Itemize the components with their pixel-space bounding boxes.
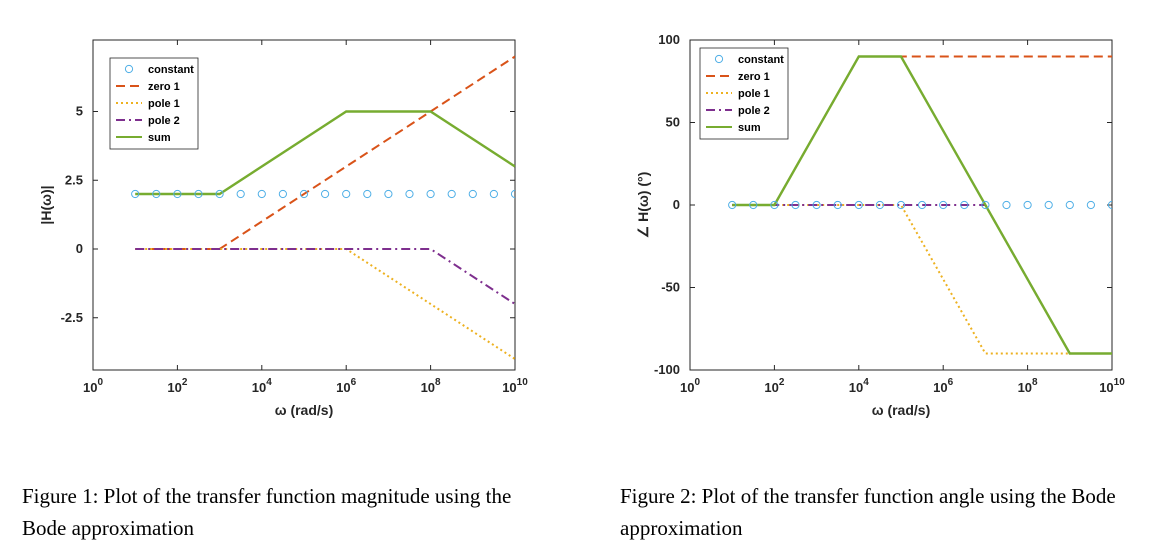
data-point — [447, 189, 456, 199]
data-point — [917, 200, 927, 210]
data-point — [791, 200, 800, 210]
series-pole-2-line — [135, 248, 515, 305]
y-tick-label: 0 — [673, 197, 680, 212]
figure-canvas: 100 102 104 106 108 1010 -2.5 0 2.5 5 ω (rad/s) |H(… — [38, 32, 1125, 418]
legend-box — [109, 57, 199, 150]
data-point — [384, 189, 393, 199]
x-tick-label: 1010 — [502, 377, 528, 395]
plot-area — [728, 55, 1112, 355]
x-tick-label: 104 — [252, 377, 272, 395]
data-point — [194, 189, 203, 199]
data-point — [833, 200, 842, 210]
data-point — [215, 189, 224, 199]
chart-2: 100 102 104 106 108 1010 -100 -50 0 50 100 ω (rad/s… — [635, 32, 1125, 418]
data-point — [236, 189, 245, 199]
y-tick-label: 100 — [658, 32, 680, 47]
legend-label: pole 1 — [148, 98, 180, 110]
y-tick-label: 0 — [76, 241, 83, 256]
x-tick-label: 108 — [421, 377, 441, 395]
x-tick-label: 104 — [849, 377, 869, 395]
data-point — [1065, 200, 1074, 210]
data-point — [320, 189, 330, 199]
legend-label: pole 2 — [148, 115, 180, 127]
data-point — [896, 200, 906, 210]
data-point — [405, 189, 414, 199]
data-point — [939, 200, 948, 210]
data-point — [152, 189, 161, 199]
legend-label: sum — [738, 122, 761, 134]
series-sum-line — [732, 55, 1112, 355]
data-point — [812, 200, 821, 210]
legend-label: sum — [148, 132, 171, 144]
y-axis-label: ∠ H(ω) (°) — [635, 172, 651, 239]
legend-label: constant — [148, 64, 194, 76]
plot-area — [131, 55, 515, 360]
data-point — [173, 189, 182, 199]
x-tick-label: 1010 — [1099, 377, 1125, 395]
data-point — [1044, 200, 1053, 210]
series-sum-line — [135, 110, 515, 196]
data-point — [749, 200, 758, 210]
y-tick-label: 5 — [76, 104, 83, 119]
x-tick-label: 106 — [336, 377, 356, 395]
data-point — [960, 200, 969, 210]
data-point — [1002, 200, 1011, 210]
x-tick-label: 106 — [933, 377, 953, 395]
y-tick-label: -2.5 — [61, 310, 83, 325]
legend-swatch — [124, 64, 134, 74]
legend-label: zero 1 — [738, 71, 770, 83]
data-point — [1107, 200, 1112, 210]
x-tick-label: 100 — [680, 377, 700, 395]
figure-1-caption: Figure 1: Plot of the transfer function … — [22, 484, 512, 540]
x-axis-label: ω (rad/s) — [872, 402, 931, 418]
data-point — [426, 189, 435, 199]
data-point — [363, 189, 372, 199]
data-point — [299, 189, 309, 199]
y-axis-label: |H(ω)| — [38, 185, 54, 224]
x-tick-label: 102 — [167, 377, 187, 395]
data-point — [131, 189, 140, 199]
y-tick-label: -50 — [661, 280, 680, 295]
legend-box — [699, 47, 789, 140]
x-tick-label: 100 — [83, 377, 103, 395]
x-axis-label: ω (rad/s) — [275, 402, 334, 418]
legend-swatch — [714, 54, 724, 64]
data-point — [257, 189, 266, 199]
data-point — [489, 189, 498, 199]
data-point — [1023, 200, 1032, 210]
legend-label: constant — [738, 54, 784, 66]
legend: constant zero 1 pole 1 pole 2 sum — [109, 57, 199, 150]
data-point — [510, 189, 515, 199]
legend-label: pole 1 — [738, 88, 770, 100]
y-tick-label: -100 — [654, 362, 680, 377]
legend: constant zero 1 pole 1 pole 2 sum — [699, 47, 789, 140]
data-point — [342, 189, 351, 199]
data-point — [770, 200, 779, 210]
series-constant — [728, 200, 1112, 210]
y-tick-label: 50 — [666, 115, 680, 130]
x-tick-label: 102 — [764, 377, 784, 395]
legend-label: zero 1 — [148, 81, 180, 93]
data-point — [981, 200, 990, 210]
data-point — [278, 189, 287, 199]
legend-label: pole 2 — [738, 105, 770, 117]
data-point — [854, 200, 863, 210]
data-point — [468, 189, 477, 199]
chart-1: 100 102 104 106 108 1010 -2.5 0 2.5 5 ω (rad/s) |H(… — [38, 39, 528, 418]
figure-2-caption: Figure 2: Plot of the transfer function … — [620, 484, 1116, 540]
x-tick-label: 108 — [1018, 377, 1038, 395]
data-point — [728, 200, 737, 210]
series-constant — [131, 189, 515, 199]
data-point — [1086, 200, 1095, 210]
y-tick-label: 2.5 — [65, 172, 83, 187]
data-point — [875, 200, 884, 210]
